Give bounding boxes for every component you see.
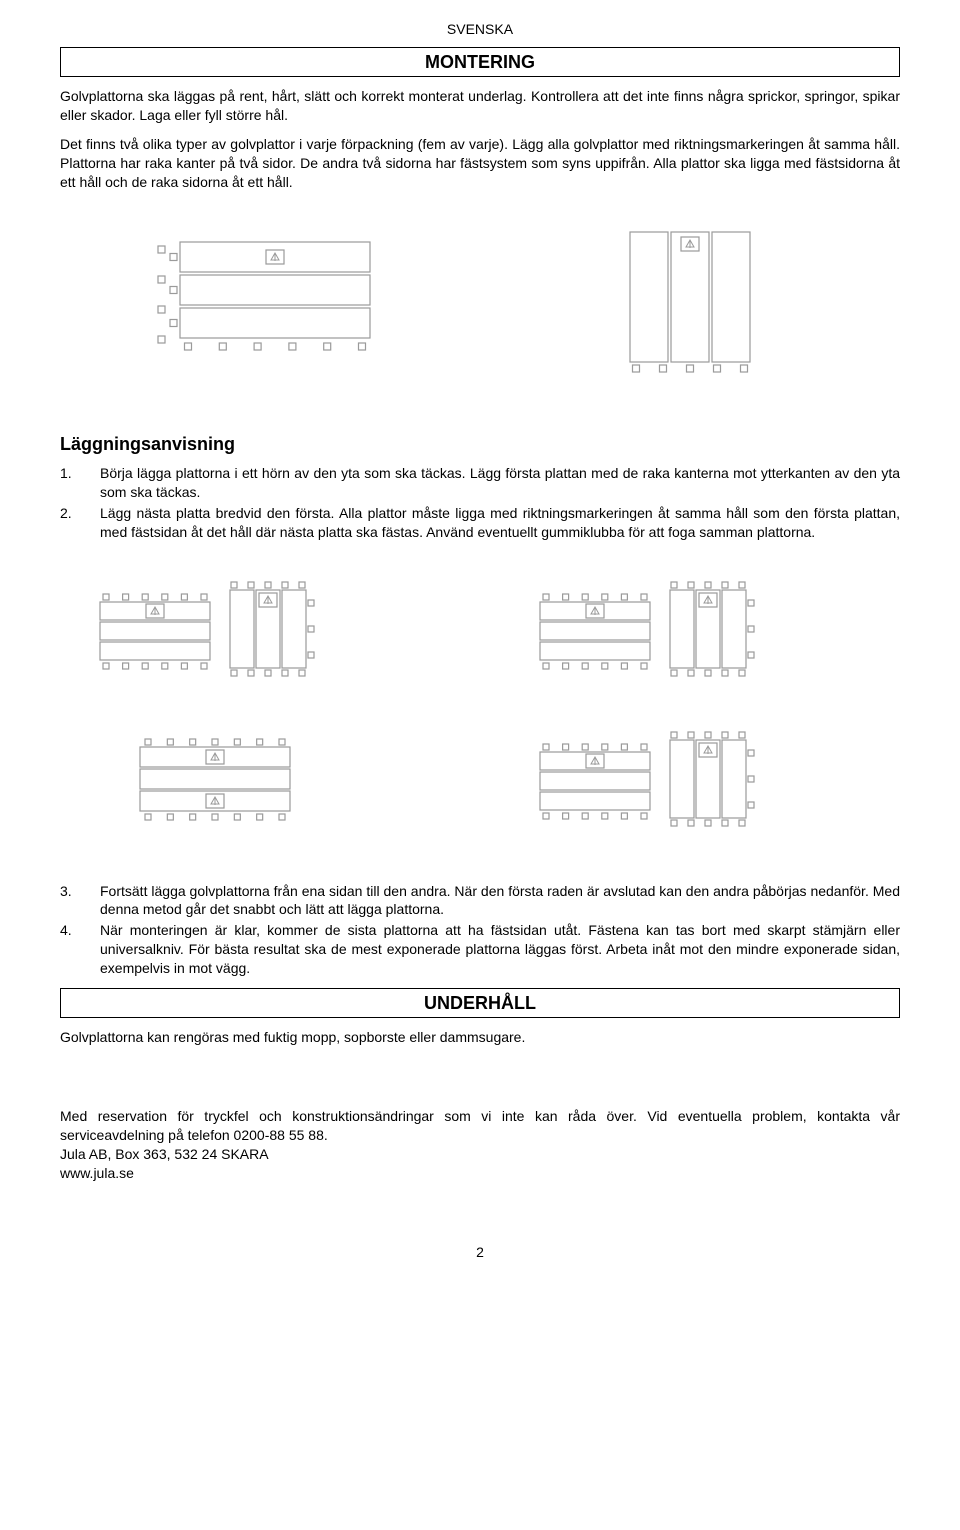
intro-paragraph: Golvplattorna ska läggas på rent, hårt, …: [60, 87, 900, 125]
step-2: Lägg nästa platta bredvid den första. Al…: [60, 504, 900, 542]
page-number: 2: [60, 1243, 900, 1262]
step-1: Börja lägga plattorna i ett hörn av den …: [60, 464, 900, 502]
instruction-list-2: Fortsätt lägga golvplattorna från ena si…: [60, 882, 900, 978]
diagram-grid-tl: [80, 572, 380, 692]
instruction-list-1: Börja lägga plattorna i ett hörn av den …: [60, 464, 900, 542]
section-montering-title: MONTERING: [60, 47, 900, 77]
footer-url: www.jula.se: [60, 1164, 900, 1183]
step-4: När monteringen är klar, kommer de sista…: [60, 921, 900, 978]
diagram-horizontal-tiles: [140, 222, 400, 392]
paragraph-2: Det finns två olika typer av golvplattor…: [60, 135, 900, 192]
diagram-grid-br: [520, 722, 820, 842]
diagram-row-1: [60, 222, 900, 392]
footer-block: Med reservation för tryckfel och konstru…: [60, 1107, 900, 1183]
page-header: SVENSKA: [60, 20, 900, 39]
diagram-grid-bl: [80, 722, 380, 842]
diagram-grid-tr: [520, 572, 820, 692]
footer-address: Jula AB, Box 363, 532 24 SKARA: [60, 1145, 900, 1164]
footer-reservation: Med reservation för tryckfel och konstru…: [60, 1107, 900, 1145]
subheading-instructions: Läggningsanvisning: [60, 432, 900, 456]
section-underhall-title: UNDERHÅLL: [60, 988, 900, 1018]
maintenance-text: Golvplattorna kan rengöras med fuktig mo…: [60, 1028, 900, 1047]
diagram-grid: [80, 572, 880, 842]
step-3: Fortsätt lägga golvplattorna från ena si…: [60, 882, 900, 920]
diagram-vertical-tiles: [560, 222, 820, 392]
